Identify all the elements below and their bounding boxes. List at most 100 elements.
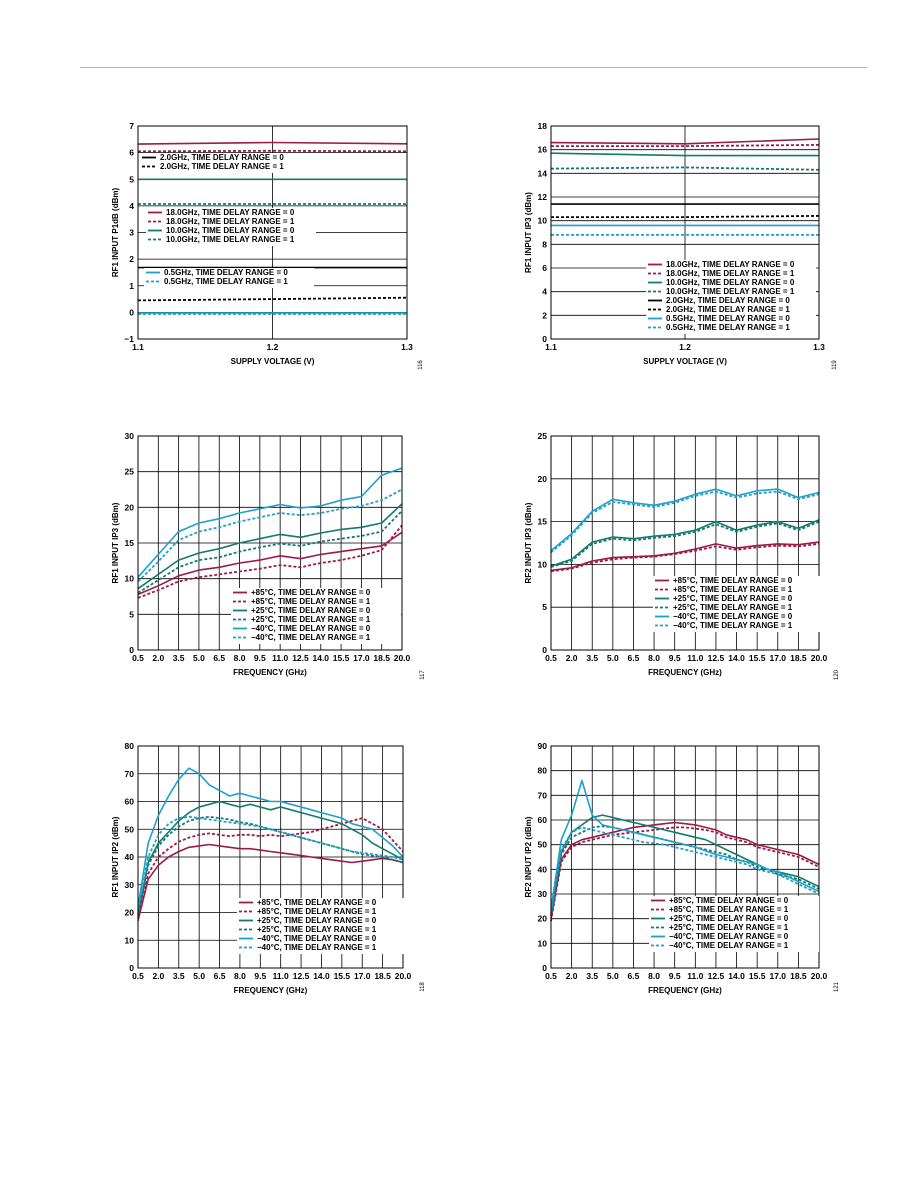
legend-box [649,896,819,952]
y-tick-label: 3 [129,228,134,238]
legend-entry: +85°C, TIME DELAY RANGE = 0 [251,588,371,597]
x-tick-label: 12.5 [708,971,725,981]
x-tick-label: 17.0 [769,653,786,663]
x-tick-label: 3.5 [586,971,598,981]
x-tick-label: 1.2 [267,342,279,352]
legend-entry: +85°C, TIME DELAY RANGE = 0 [673,576,793,585]
y-tick-label: 10 [538,216,548,226]
y-tick-label: 80 [125,741,135,751]
y-tick-label: 0 [129,307,134,317]
header-rule [80,67,867,68]
legend-entry: +25°C, TIME DELAY RANGE = 1 [669,923,789,932]
legend-entry: +85°C, TIME DELAY RANGE = 1 [673,585,793,594]
x-tick-label: 9.5 [669,653,681,663]
x-tick-label: 6.5 [213,653,225,663]
legend-box [237,898,407,954]
x-tick-label: 18.5 [790,971,807,981]
x-tick-label: 14.0 [728,653,745,663]
x-tick-label: 20.0 [811,971,828,981]
x-tick-label: 3.5 [173,653,185,663]
y-tick-label: 0 [542,334,547,344]
x-tick-label: 2.0 [152,653,164,663]
x-tick-label: 1.2 [679,342,691,352]
x-tick-label: 14.0 [313,971,330,981]
legend-box [646,260,816,334]
series-line-2 [137,503,403,590]
series-line-0 [137,141,408,145]
y-tick-label: 80 [538,766,548,776]
x-axis-label: SUPPLY VOLTAGE (V) [231,357,315,366]
legend-box [146,208,316,246]
x-tick-label: 3.5 [586,653,598,663]
y-tick-label: 10 [125,574,135,584]
legend-box [144,268,314,288]
chart-ip3-vs-supply: 0 2 4 6 8 10 12 14 16 18 1.1 1.2 1.3 SUPPLY VOLTAGE (… [524,121,838,370]
chart-rf1-ip3-vs-freq: 0 5 10 15 20 25 30 0.5 2.0 3.5 5.0 6.5 8.0 9.5 11.0 12.… [111,431,426,680]
y-tick-label: 25 [125,467,135,477]
legend-entry: −40°C, TIME DELAY RANGE = 0 [257,934,377,943]
x-tick-label: 6.5 [214,971,226,981]
series-line-4 [550,779,820,909]
series-line-0 [550,138,820,145]
x-tick-label: 5.0 [607,653,619,663]
y-tick-label: 20 [125,908,135,918]
x-tick-label: 1.3 [813,342,825,352]
x-tick-label: 12.5 [292,653,309,663]
y-tick-label: 2 [542,310,547,320]
y-tick-label: 1 [129,281,134,291]
x-tick-label: 5.0 [193,653,205,663]
y-tick-label: 8 [542,239,547,249]
plot-frame [550,745,820,969]
series-line-1 [137,524,403,599]
x-tick-label: 11.0 [273,971,289,981]
y-tick-label: 6 [542,263,547,273]
x-tick-label: 5.0 [607,971,619,981]
series-line-4 [137,467,403,578]
y-tick-label: 6 [129,148,134,158]
chart-rf2-ip2-vs-freq: 0 10 20 30 40 50 60 70 80 90 0.5 2.0 3.5 5.0 6.5 8.0 9.5… [524,741,840,995]
x-tick-label: 1.1 [545,342,557,352]
legend-entry: 2.0GHz, TIME DELAY RANGE = 1 [160,162,284,171]
series-line-0 [550,821,820,919]
legend-entry: +25°C, TIME DELAY RANGE = 0 [251,606,371,615]
y-axis-label: RF2 INPUT IP3 (dBm) [524,502,533,583]
legend-entry: +85°C, TIME DELAY RANGE = 0 [257,898,377,907]
x-tick-label: 14.0 [312,653,329,663]
y-tick-label: 18 [538,121,548,131]
series-line-0 [550,541,820,572]
figure-number: 120 [834,669,840,680]
y-axis-label: RF2 INPUT IP2 (dBm) [524,816,533,897]
y-tick-label: 25 [538,431,548,441]
plot-frame [550,125,820,340]
x-tick-label: 18.5 [790,653,807,663]
y-tick-label: 30 [125,880,135,890]
series-line-2 [137,800,404,913]
y-tick-label: 12 [538,192,548,202]
series-line-0 [137,531,403,596]
legend-entry: 0.5GHz, TIME DELAY RANGE = 0 [164,268,288,277]
y-tick-label: 20 [538,474,548,484]
x-tick-label: 0.5 [545,971,557,981]
y-tick-label: 40 [125,852,135,862]
x-axis-label: SUPPLY VOLTAGE (V) [643,357,727,366]
series-line-1 [550,543,820,573]
x-tick-label: 15.5 [749,971,766,981]
legend-entry: +85°C, TIME DELAY RANGE = 0 [669,896,789,905]
y-tick-label: 70 [538,790,548,800]
y-tick-label: 30 [125,431,135,441]
y-tick-label: 20 [125,502,135,512]
legend-entry: 10.0GHz, TIME DELAY RANGE = 1 [166,235,295,244]
series-line-1 [550,826,820,922]
y-tick-label: 5 [129,609,134,619]
legend-entry: 0.5GHz, TIME DELAY RANGE = 1 [666,323,790,332]
legend-entry: +25°C, TIME DELAY RANGE = 1 [257,925,377,934]
plot-frame [137,435,403,651]
x-tick-label: 11.0 [687,653,703,663]
y-tick-label: 14 [538,168,548,178]
legend-entry: +25°C, TIME DELAY RANGE = 0 [669,914,789,923]
y-tick-label: 7 [129,121,134,131]
figure-number: 117 [420,670,426,680]
x-tick-label: 20.0 [811,653,828,663]
legend-entry: 0.5GHz, TIME DELAY RANGE = 0 [666,314,790,323]
legend-entry: −40°C, TIME DELAY RANGE = 0 [251,624,371,633]
